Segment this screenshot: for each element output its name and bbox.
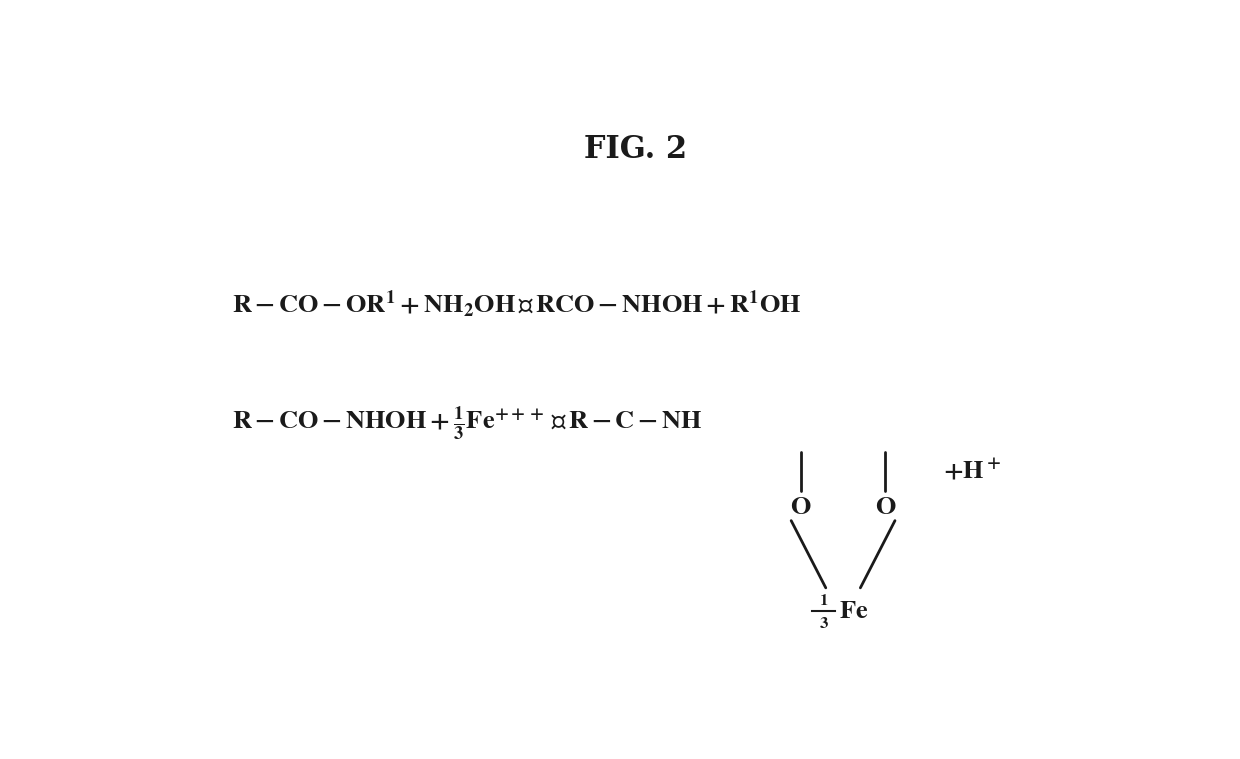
Text: $\mathbf{+H^+}$: $\mathbf{+H^+}$: [942, 458, 1001, 484]
Text: $\mathbf{O}$: $\mathbf{O}$: [790, 494, 811, 520]
Text: $\mathbf{Fe}$: $\mathbf{Fe}$: [839, 598, 868, 624]
Text: FIG. 2: FIG. 2: [584, 134, 687, 165]
Text: $\mathbf{1}$: $\mathbf{1}$: [820, 591, 828, 609]
Text: $\mathbf{R - CO - NHOH + \frac{1}{3}Fe^{+++} \longrightarrow R - C - NH}$: $\mathbf{R - CO - NHOH + \frac{1}{3}Fe^{…: [232, 405, 702, 443]
Text: $\mathbf{3}$: $\mathbf{3}$: [818, 614, 828, 632]
Text: $\mathbf{R - CO - OR^1 + NH_2OH \longrightarrow RCO - NHOH + R^1OH}$: $\mathbf{R - CO - OR^1 + NH_2OH \longrig…: [232, 288, 802, 320]
Text: $\mathbf{O}$: $\mathbf{O}$: [874, 494, 897, 520]
